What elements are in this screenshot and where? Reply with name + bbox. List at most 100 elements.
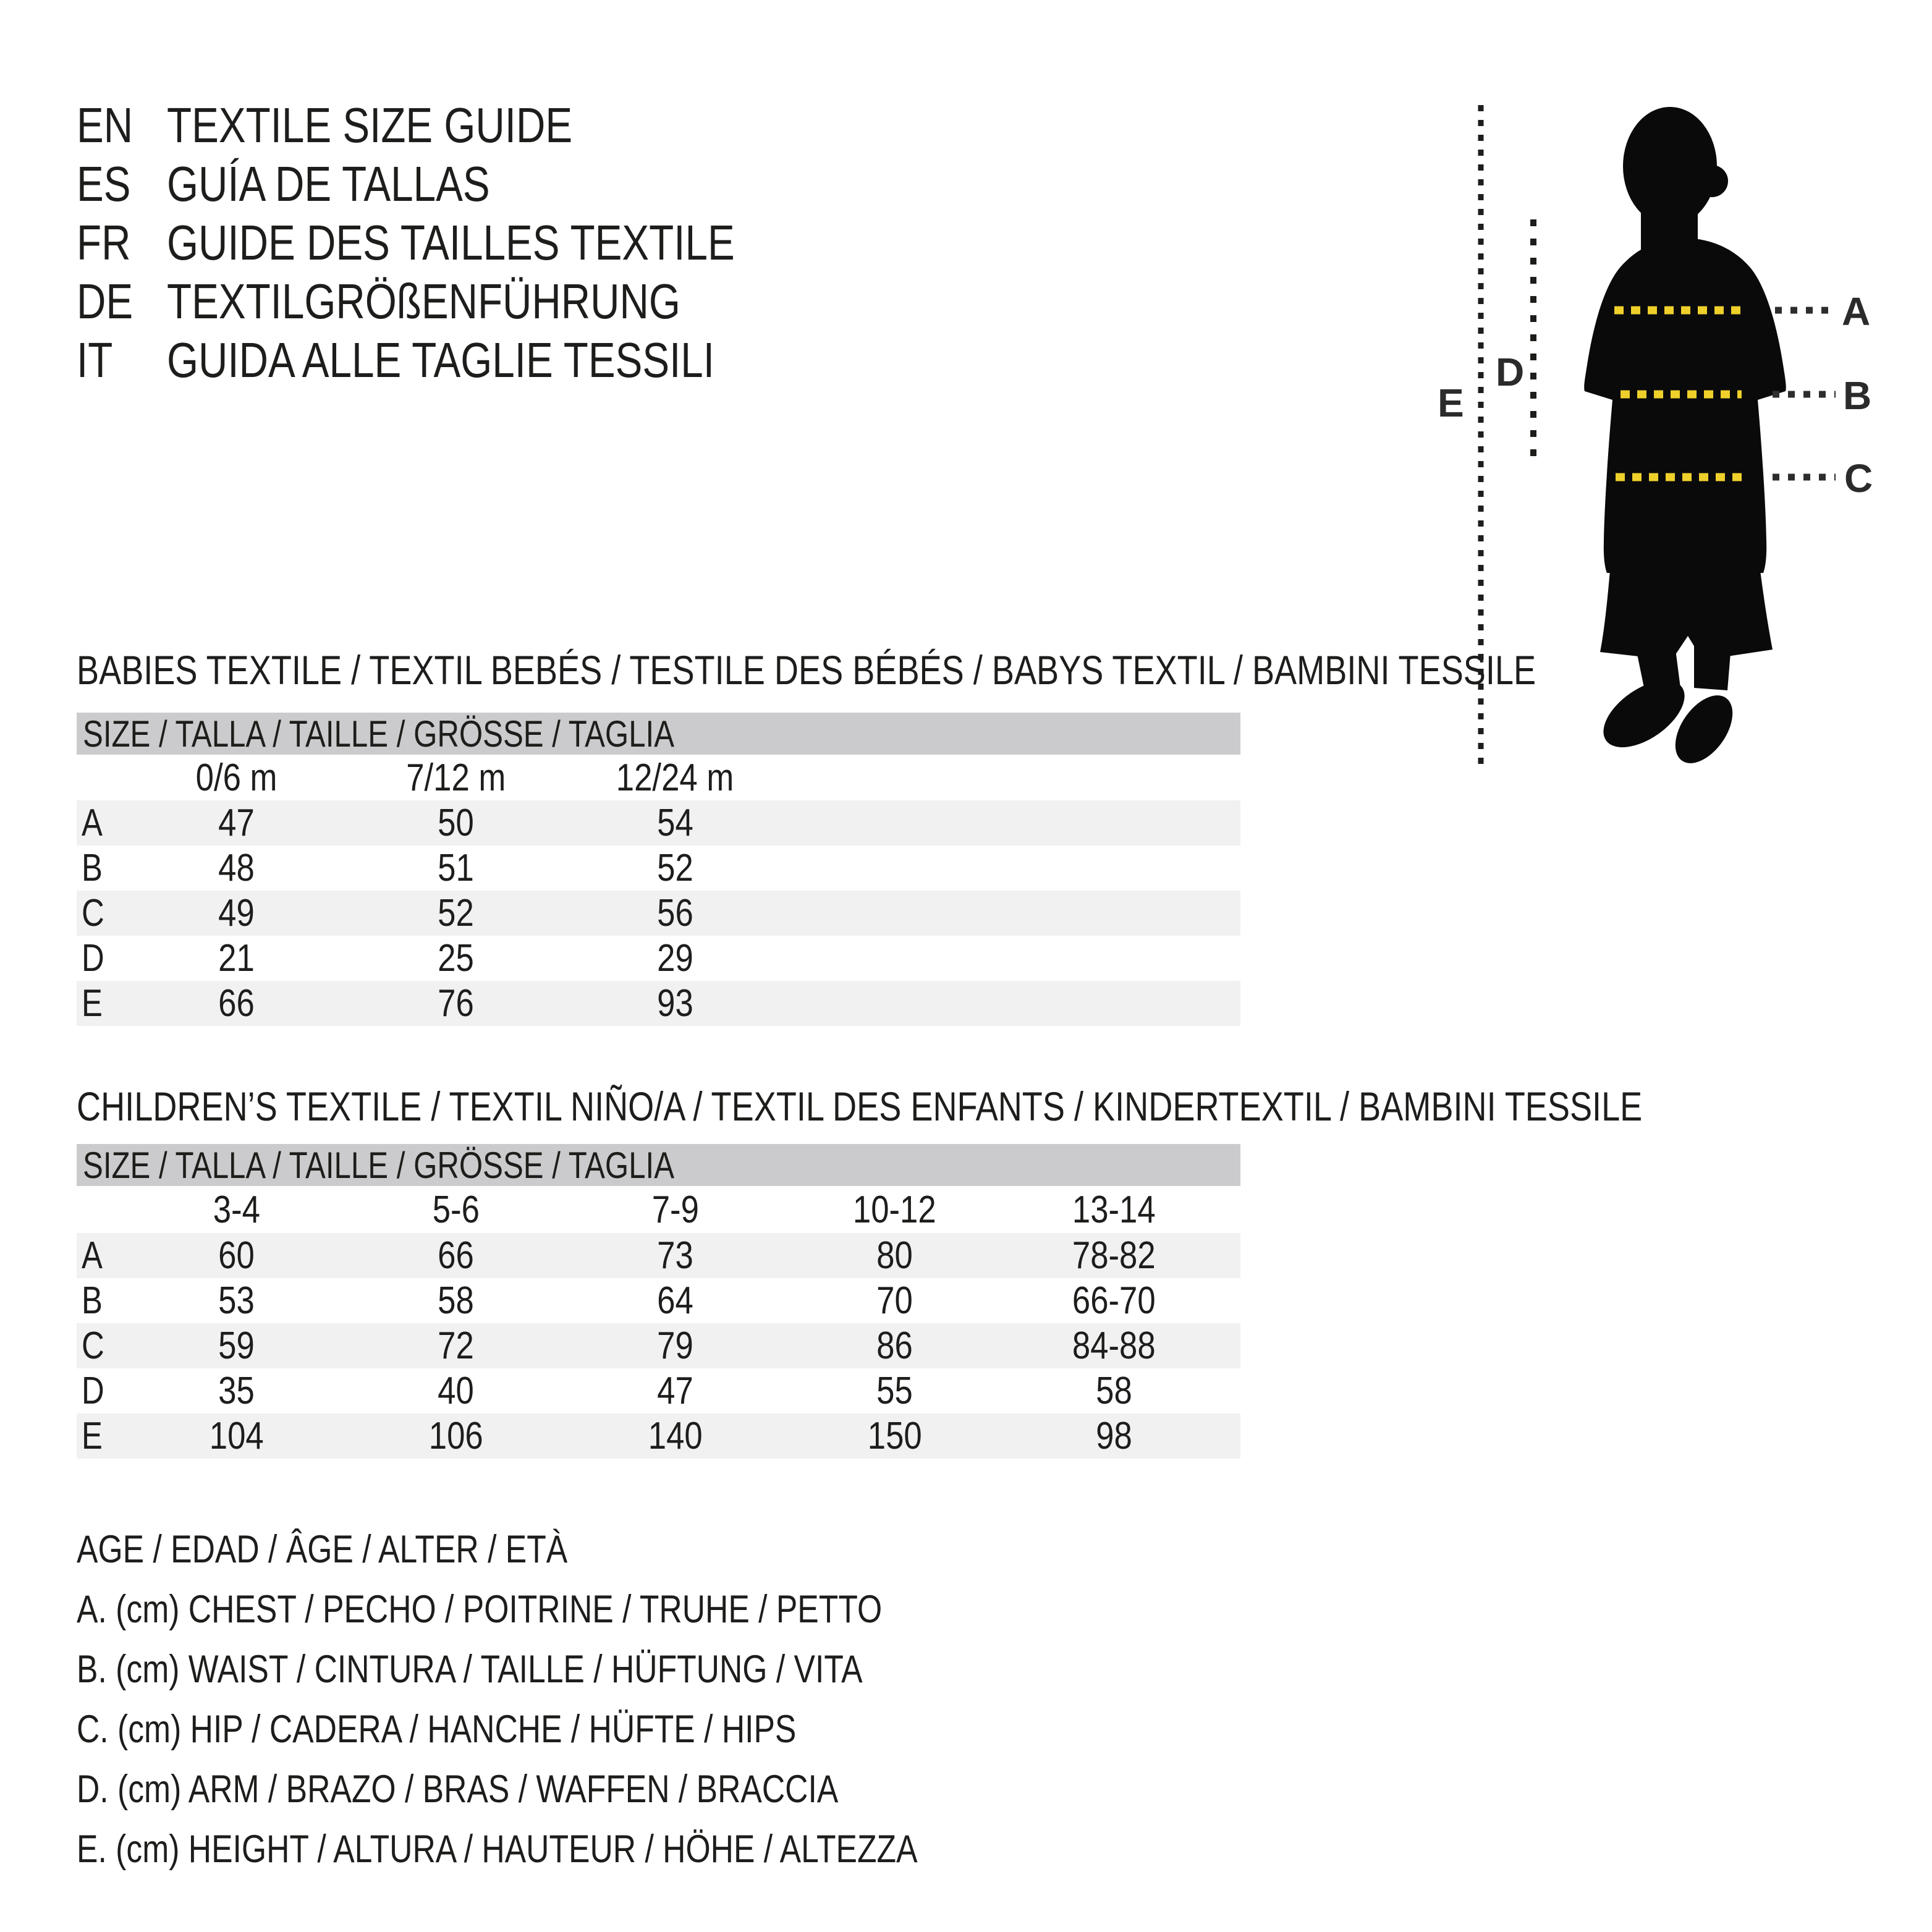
table-cell: 140 <box>648 1415 703 1457</box>
table-cell: 78-82 <box>1072 1234 1156 1277</box>
table-cell: 49 <box>218 892 255 934</box>
row-label: A <box>82 1234 103 1277</box>
child-silhouette-diagram: A B C D E <box>1438 105 1873 769</box>
table-cell: 53 <box>218 1279 255 1322</box>
babies-section-heading: BABIES TEXTILE / TEXTIL BEBÉS / TESTILE … <box>77 647 1536 693</box>
row-label: D <box>82 937 104 980</box>
table-cell: 86 <box>876 1324 913 1367</box>
table-row: E 66 76 93 <box>77 981 1240 1026</box>
lang-title-en: TEXTILE SIZE GUIDE <box>167 97 573 153</box>
table-row: A 60 66 73 80 78-82 <box>77 1233 1240 1278</box>
column-header: 10-12 <box>853 1188 936 1231</box>
table-cell: 66 <box>218 982 255 1025</box>
table-row: D 21 25 29 <box>77 936 1240 981</box>
measure-label-e: E <box>1438 381 1464 425</box>
table-cell: 25 <box>438 937 474 980</box>
column-header: 7-9 <box>651 1188 699 1231</box>
table-cell: 60 <box>218 1234 255 1277</box>
child-silhouette-icon <box>1584 107 1786 763</box>
table-cell: 64 <box>657 1279 693 1322</box>
table-row: B 53 58 64 70 66-70 <box>77 1278 1240 1323</box>
measure-label-b: B <box>1843 373 1871 418</box>
lang-row-it: IT GUIDA ALLE TAGLIE TESSILI <box>77 331 859 389</box>
lang-row-en: EN TEXTILE SIZE GUIDE <box>77 96 859 155</box>
table-cell: 40 <box>438 1370 474 1412</box>
table-row: C 59 72 79 86 84-88 <box>77 1323 1240 1368</box>
legend-line-chest: A. (cm) CHEST / PECHO / POITRINE / TRUHE… <box>77 1587 883 1631</box>
table-cell: 51 <box>438 847 474 889</box>
lang-title-it: GUIDA ALLE TAGLIE TESSILI <box>167 332 715 388</box>
table-cell: 58 <box>1096 1370 1132 1412</box>
table-row: B 48 51 52 <box>77 845 1240 891</box>
table-cell: 104 <box>209 1415 264 1457</box>
lang-row-es: ES GUÍA DE TALLAS <box>77 155 859 213</box>
legend-line-waist: B. (cm) WAIST / CINTURA / TAILLE / HÜFTU… <box>77 1647 863 1691</box>
language-title-list: EN TEXTILE SIZE GUIDE ES GUÍA DE TALLAS … <box>77 96 859 389</box>
table-cell: 76 <box>438 982 474 1025</box>
legend-line-height: E. (cm) HEIGHT / ALTURA / HAUTEUR / HÖHE… <box>77 1827 918 1871</box>
children-section-heading: CHILDREN’S TEXTILE / TEXTIL NIÑO/A / TEX… <box>77 1083 1643 1129</box>
legend-line-hip: C. (cm) HIP / CADERA / HANCHE / HÜFTE / … <box>77 1707 797 1751</box>
legend-line-arm: D. (cm) ARM / BRAZO / BRAS / WAFFEN / BR… <box>77 1767 839 1811</box>
lang-code-de: DE <box>77 273 133 329</box>
table-cell: 59 <box>218 1324 255 1367</box>
table-cell: 93 <box>657 982 693 1025</box>
table-cell: 66-70 <box>1072 1279 1156 1322</box>
row-label: B <box>82 1279 103 1322</box>
table-cell: 21 <box>218 937 255 980</box>
children-column-headers: 3-4 5-6 7-9 10-12 13-14 <box>77 1186 1240 1233</box>
measure-label-a: A <box>1842 289 1870 334</box>
row-label: D <box>82 1370 104 1412</box>
table-cell: 80 <box>876 1234 913 1277</box>
measure-label-d: D <box>1496 350 1524 394</box>
table-cell: 47 <box>657 1370 693 1412</box>
children-size-table: SIZE / TALLA / TAILLE / GRÖSSE / TAGLIA … <box>77 1144 1240 1459</box>
lang-title-fr: GUIDE DES TAILLES TEXTILE <box>167 214 735 270</box>
column-header: 3-4 <box>213 1188 260 1231</box>
lang-code-fr: FR <box>77 214 131 270</box>
lang-row-de: DE TEXTILGRÖßENFÜHRUNG <box>77 272 859 331</box>
table-cell: 73 <box>657 1234 693 1277</box>
table-row: C 49 52 56 <box>77 891 1240 936</box>
table-cell: 58 <box>438 1279 474 1322</box>
row-label: E <box>82 1415 103 1457</box>
column-header: 12/24 m <box>616 756 734 799</box>
table-cell: 52 <box>657 847 693 889</box>
lang-code-es: ES <box>77 156 131 211</box>
measurement-legend: AGE / EDAD / ÂGE / ALTER / ETÀ A. (cm) C… <box>77 1519 1102 1879</box>
table-cell: 66 <box>438 1234 474 1277</box>
column-header: 7/12 m <box>405 756 506 799</box>
table-cell: 48 <box>218 847 255 889</box>
table-cell: 55 <box>876 1370 913 1412</box>
column-header: 0/6 m <box>195 756 278 799</box>
table-cell: 50 <box>438 802 474 844</box>
row-label: B <box>82 847 103 889</box>
babies-column-headers: 0/6 m 7/12 m 12/24 m <box>77 755 1240 800</box>
babies-table-header: SIZE / TALLA / TAILLE / GRÖSSE / TAGLIA <box>77 713 1240 755</box>
children-table-header: SIZE / TALLA / TAILLE / GRÖSSE / TAGLIA <box>77 1144 1240 1186</box>
measure-label-c: C <box>1844 456 1873 501</box>
table-cell: 54 <box>657 802 693 844</box>
table-cell: 35 <box>218 1370 255 1412</box>
table-cell: 72 <box>438 1324 474 1367</box>
table-cell: 47 <box>218 802 255 844</box>
table-cell: 52 <box>438 892 474 934</box>
row-label: A <box>82 802 103 844</box>
table-cell: 56 <box>657 892 693 934</box>
table-cell: 79 <box>657 1324 693 1367</box>
table-cell: 106 <box>428 1415 483 1457</box>
lang-code-it: IT <box>77 332 113 388</box>
babies-size-table: SIZE / TALLA / TAILLE / GRÖSSE / TAGLIA … <box>77 713 1240 1026</box>
table-cell: 70 <box>876 1279 913 1322</box>
column-header: 5-6 <box>432 1188 480 1231</box>
table-cell: 150 <box>867 1415 922 1457</box>
lang-row-fr: FR GUIDE DES TAILLES TEXTILE <box>77 213 859 272</box>
table-row: D 35 40 47 55 58 <box>77 1368 1240 1413</box>
legend-line-age: AGE / EDAD / ÂGE / ALTER / ETÀ <box>77 1527 568 1571</box>
lang-code-en: EN <box>77 97 133 153</box>
table-cell: 84-88 <box>1072 1324 1156 1367</box>
measurement-figure: A B C D E <box>1434 87 1922 816</box>
table-cell: 29 <box>657 937 693 980</box>
lang-title-de: TEXTILGRÖßENFÜHRUNG <box>167 273 680 329</box>
